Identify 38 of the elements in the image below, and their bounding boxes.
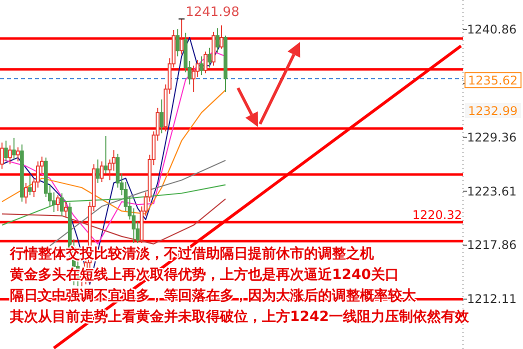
candlestick <box>160 98 164 134</box>
y-tick-label: 1212.11 <box>467 292 517 306</box>
candlestick <box>24 182 28 204</box>
line-series <box>1 198 226 244</box>
annotation: 1241.98 <box>186 4 240 20</box>
candlestick <box>204 51 208 74</box>
line-series <box>1 51 226 244</box>
candlestick <box>216 28 220 54</box>
candlestick <box>60 192 64 216</box>
candlestick <box>104 136 108 174</box>
candlestick <box>16 146 20 162</box>
candlestick <box>64 201 68 218</box>
candlestick <box>176 28 180 57</box>
candlestick <box>4 140 8 162</box>
ref-line-label: 1220.32 <box>412 208 462 222</box>
line-series <box>49 160 226 246</box>
candlestick <box>108 158 112 181</box>
candlestick <box>0 142 4 170</box>
candlestick <box>208 47 212 68</box>
candlestick <box>8 144 12 165</box>
candlestick <box>132 208 136 244</box>
annotation: 其次从目前走势上看黄金并未取得破位，上方1242一线阻力压制依然有效 <box>9 308 470 325</box>
candlestick <box>200 56 204 76</box>
line-series <box>1 184 226 226</box>
y-tick-label: 1217.86 <box>467 238 517 252</box>
y-tick-label: 1229.36 <box>467 130 517 144</box>
candlestick <box>28 174 32 196</box>
candlestick <box>56 194 60 212</box>
candlestick <box>96 158 100 184</box>
candlestick <box>12 137 16 160</box>
line-series <box>1 90 226 214</box>
text: 1232.99 <box>468 104 518 118</box>
y-tick-label: 1240.86 <box>467 22 517 36</box>
y-tick-label: 1223.61 <box>467 184 517 198</box>
ref-line-label: 1235.62 <box>468 74 518 88</box>
candlestick <box>180 18 184 55</box>
candlestick <box>100 160 104 183</box>
candlestick <box>220 24 224 50</box>
